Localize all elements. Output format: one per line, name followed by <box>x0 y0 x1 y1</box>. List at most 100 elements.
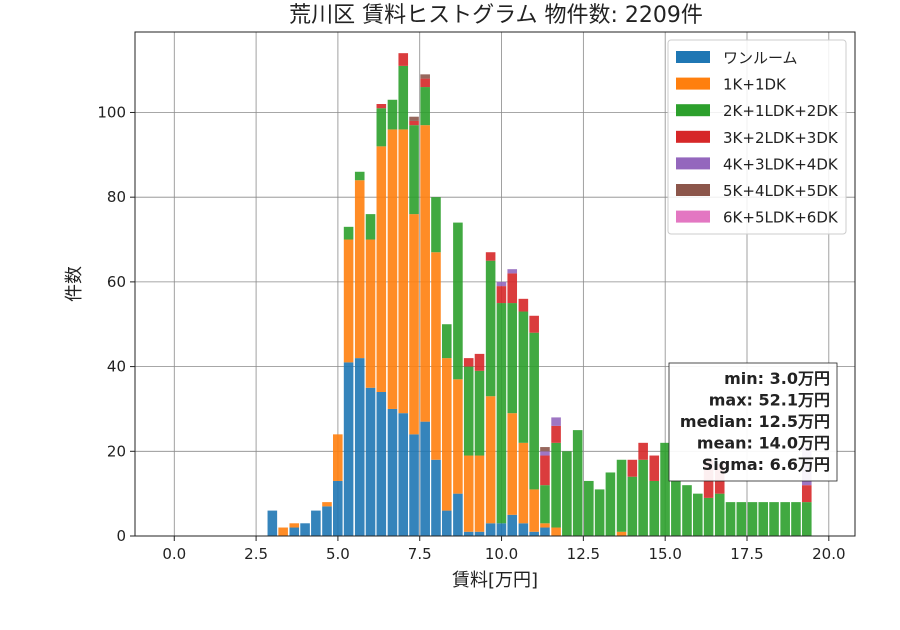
y-tick-label: 100 <box>97 103 126 121</box>
histogram-bar <box>453 379 463 494</box>
histogram-bar <box>616 531 627 536</box>
histogram-bar <box>409 125 419 215</box>
histogram-bar <box>616 459 627 532</box>
histogram-bar <box>441 510 452 536</box>
histogram-bar <box>703 497 714 536</box>
histogram-bar <box>540 455 550 486</box>
legend: ワンルーム 1K+1DK 2K+1LDK+2DK 3K+2LDK+3DK 4K+3LDK… <box>667 39 847 235</box>
histogram-bar <box>409 120 419 126</box>
stats-line: Sigma: 6.6万円 <box>702 455 830 474</box>
histogram-bar <box>333 480 343 536</box>
stats-line: max: 52.1万円 <box>709 391 830 410</box>
histogram-bar <box>529 531 539 536</box>
histogram-bar <box>398 413 409 536</box>
legend-entry: ワンルーム <box>723 49 798 67</box>
histogram-bar <box>714 493 725 536</box>
histogram-bar <box>638 459 648 536</box>
legend-entry: 2K+1LDK+2DK <box>723 102 839 120</box>
stats-box: min: 3.0万円 max: 52.1万円 median: 12.5万円 mean:… <box>668 362 838 482</box>
histogram-bar <box>474 455 485 532</box>
y-tick-label: 0 <box>116 527 126 545</box>
y-tick-label: 60 <box>107 273 126 291</box>
histogram-bar <box>518 311 529 443</box>
histogram-bar <box>463 531 474 536</box>
histogram-bar <box>387 99 398 130</box>
histogram-bar <box>801 485 812 503</box>
x-tick-label: 2.5 <box>244 545 268 563</box>
histogram-bar <box>540 523 550 528</box>
legend-swatch <box>676 77 710 90</box>
histogram-bar <box>453 493 463 536</box>
histogram-bar <box>551 417 561 426</box>
histogram-bar <box>551 527 561 536</box>
histogram-bar <box>420 125 430 422</box>
y-tick-label: 20 <box>107 442 126 460</box>
histogram-bar <box>605 472 616 536</box>
histogram-bar <box>420 78 430 88</box>
histogram-bar <box>420 87 430 126</box>
histogram-bar <box>463 366 474 456</box>
histogram-bar <box>507 269 518 274</box>
stats-box-frame <box>668 362 838 482</box>
histogram-bar <box>365 239 376 388</box>
histogram-bar <box>507 514 518 536</box>
histogram-bar <box>507 413 518 515</box>
x-tick-label: 20.0 <box>812 545 845 563</box>
histogram-bar <box>496 281 507 287</box>
y-axis-label: 件数 <box>64 266 85 302</box>
histogram-bar <box>409 434 419 536</box>
histogram-bar <box>453 222 463 380</box>
histogram-bar <box>387 408 398 536</box>
x-tick-label: 5.0 <box>326 545 350 563</box>
histogram-bar <box>562 451 572 536</box>
legend-frame <box>667 39 847 235</box>
histogram-bar <box>463 455 474 532</box>
legend-entry: 1K+1DK <box>723 76 787 94</box>
histogram-bar <box>496 286 507 304</box>
histogram-bar <box>322 506 332 536</box>
histogram-bar <box>682 485 692 536</box>
histogram-bar <box>343 226 354 240</box>
histogram-bar <box>267 510 278 536</box>
histogram-bar <box>278 527 288 536</box>
histogram-bar <box>725 502 736 536</box>
histogram-bar <box>431 252 441 460</box>
x-tick-label: 17.5 <box>730 545 763 563</box>
histogram-bar <box>507 303 518 414</box>
histogram-bar <box>485 523 496 536</box>
legend-entry: 3K+2LDK+3DK <box>723 129 839 147</box>
histogram-bar <box>540 527 550 536</box>
histogram-bar <box>551 425 561 443</box>
x-axis-label: 賃料[万円] <box>452 570 538 591</box>
histogram-bar <box>409 214 419 435</box>
histogram-bar <box>354 180 365 359</box>
histogram-bar <box>485 252 496 261</box>
plot-frame <box>134 31 856 537</box>
histogram-bar <box>420 74 430 79</box>
histogram-bar <box>693 493 703 536</box>
histogram-bar <box>572 430 583 536</box>
histogram-bar <box>769 502 779 536</box>
histogram-bar <box>594 489 605 536</box>
x-tick-label: 7.5 <box>408 545 432 563</box>
x-tick-label: 0.0 <box>162 545 186 563</box>
histogram-bar <box>311 510 321 536</box>
legend-swatch <box>676 130 710 143</box>
histogram-bar <box>474 531 485 536</box>
stats-line: median: 12.5万円 <box>680 412 830 431</box>
histogram-bar <box>376 392 387 536</box>
histogram-bar <box>638 442 648 460</box>
legend-swatch <box>676 51 710 63</box>
histogram-bar <box>518 523 529 536</box>
histogram-bar <box>420 421 430 536</box>
histogram-bar <box>289 523 300 528</box>
histogram-bar <box>289 527 300 536</box>
histogram-bar <box>529 315 539 333</box>
histogram-bar <box>540 485 550 524</box>
histogram-bar <box>441 324 452 359</box>
histogram-bar <box>584 480 594 536</box>
histogram-bar <box>365 387 376 536</box>
histogram-bar <box>441 358 452 511</box>
histogram-bar <box>747 502 758 536</box>
